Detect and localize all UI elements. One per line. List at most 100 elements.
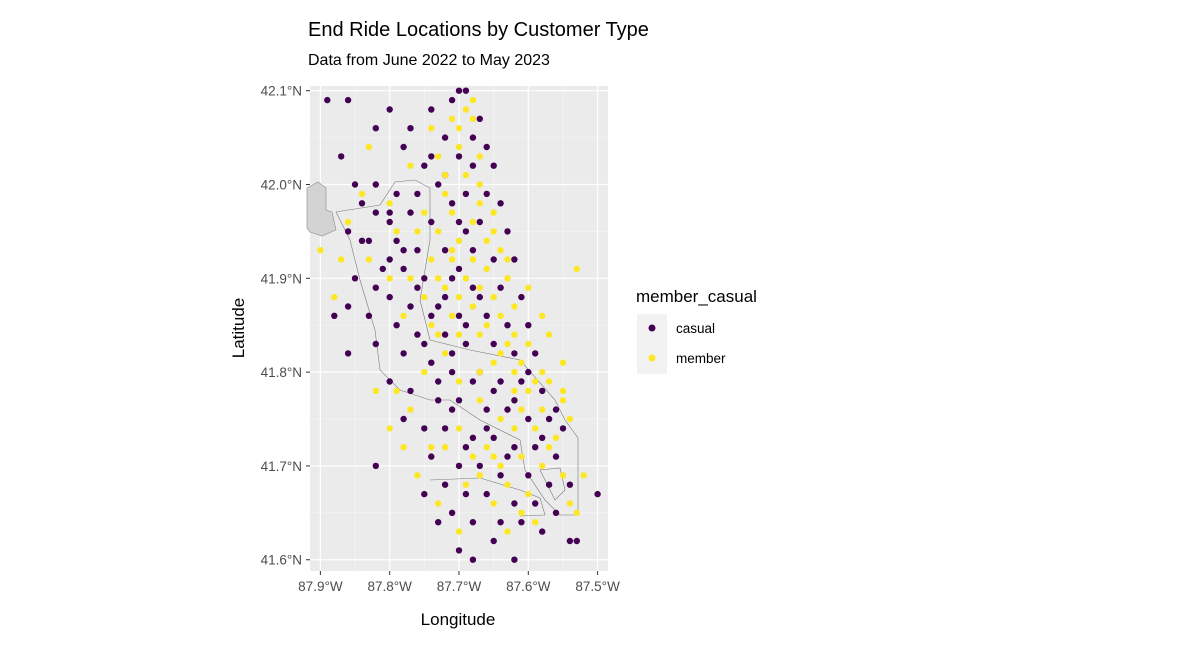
point-member	[497, 247, 504, 254]
point-casual	[483, 406, 490, 413]
point-member	[455, 143, 463, 151]
point-casual	[351, 181, 359, 188]
point-member	[552, 434, 560, 441]
point-casual	[532, 500, 539, 507]
point-member	[469, 115, 477, 123]
point-casual	[511, 500, 518, 507]
point-casual	[428, 312, 435, 319]
point-casual	[552, 453, 560, 460]
point-member	[421, 209, 428, 216]
point-casual	[539, 528, 546, 535]
point-member	[476, 368, 483, 376]
x-tick-label: 87.9°W	[298, 579, 343, 594]
point-member	[476, 331, 483, 338]
point-casual	[372, 209, 379, 216]
point-casual	[497, 378, 504, 385]
point-casual	[483, 190, 490, 198]
point-member	[386, 275, 393, 282]
point-member	[331, 293, 338, 301]
point-casual	[476, 218, 483, 226]
point-member	[365, 256, 373, 263]
point-member	[441, 444, 449, 451]
point-casual	[559, 425, 567, 432]
point-member	[566, 415, 574, 423]
point-casual	[428, 218, 435, 226]
point-casual	[469, 134, 477, 141]
point-casual	[455, 218, 463, 226]
point-casual	[365, 312, 373, 319]
point-casual	[455, 87, 463, 94]
point-casual	[469, 162, 477, 169]
point-casual	[483, 425, 490, 432]
point-casual	[435, 519, 442, 526]
point-member	[435, 153, 442, 160]
point-casual	[518, 519, 525, 526]
point-casual	[511, 256, 518, 263]
point-casual	[490, 537, 497, 545]
point-casual	[435, 397, 442, 404]
point-casual	[338, 153, 345, 160]
y-tick-label: 42.1°N	[261, 84, 302, 99]
point-member	[545, 444, 553, 451]
point-member	[511, 387, 518, 395]
point-casual	[497, 200, 504, 207]
point-casual	[483, 312, 490, 319]
point-casual	[351, 275, 359, 282]
point-casual	[421, 425, 428, 432]
point-member	[580, 472, 587, 479]
point-member	[483, 444, 490, 451]
point-casual	[455, 265, 463, 273]
point-casual	[511, 397, 518, 404]
x-tick-label: 87.8°W	[367, 579, 412, 594]
point-casual	[441, 293, 449, 301]
point-casual	[532, 350, 539, 357]
point-casual	[455, 153, 463, 160]
point-member	[497, 312, 504, 319]
point-casual	[441, 247, 449, 254]
y-tick-label: 41.9°N	[261, 271, 302, 286]
point-casual	[476, 115, 483, 123]
point-casual	[462, 490, 470, 498]
point-casual	[525, 322, 532, 329]
point-casual	[435, 181, 442, 188]
point-casual	[483, 490, 490, 498]
series-member	[317, 96, 587, 535]
point-casual	[525, 472, 532, 479]
point-casual	[469, 378, 477, 385]
point-member	[476, 200, 483, 207]
point-casual	[469, 556, 477, 563]
point-casual	[539, 387, 546, 395]
point-member	[566, 500, 574, 507]
point-member	[400, 444, 407, 451]
point-member	[483, 237, 490, 244]
point-casual	[448, 96, 456, 104]
legend-key-box	[637, 314, 667, 374]
point-member	[518, 509, 525, 516]
point-member	[511, 331, 518, 338]
point-member	[545, 378, 553, 385]
point-casual	[386, 293, 393, 301]
point-member	[393, 387, 400, 395]
point-casual	[400, 265, 407, 273]
point-member	[393, 228, 400, 235]
point-member	[462, 106, 470, 113]
point-casual	[344, 350, 352, 357]
point-casual	[476, 293, 483, 301]
point-casual	[483, 143, 490, 151]
point-casual	[414, 331, 421, 338]
point-casual	[448, 406, 456, 413]
point-member	[559, 387, 567, 395]
point-member	[504, 275, 511, 282]
point-casual	[421, 340, 428, 348]
y-tick-label: 41.7°N	[261, 459, 302, 474]
point-casual	[435, 303, 442, 310]
point-casual	[566, 537, 574, 545]
point-member	[573, 265, 580, 273]
point-casual	[386, 378, 393, 385]
point-member	[476, 472, 483, 479]
legend-label-casual: casual	[676, 321, 715, 336]
point-member	[573, 509, 580, 516]
point-casual	[407, 209, 414, 216]
point-member	[539, 312, 546, 319]
point-member	[428, 322, 435, 329]
